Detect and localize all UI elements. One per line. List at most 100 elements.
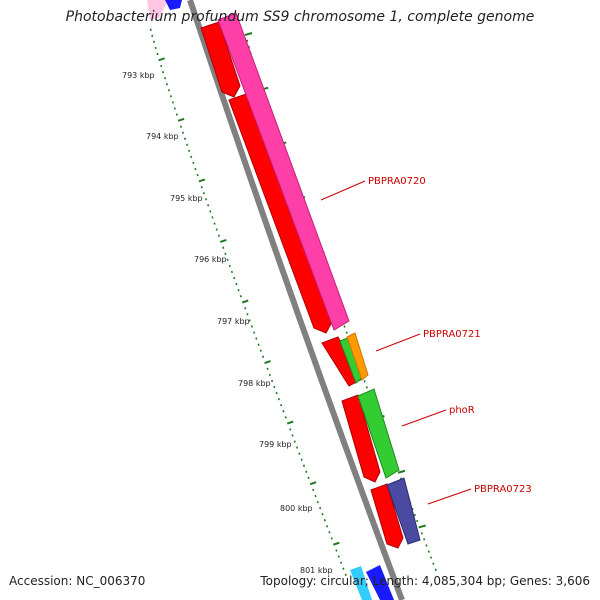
tick-label-794: 794 kbp — [146, 132, 179, 141]
minor-tick — [209, 210, 212, 213]
minor-tick — [165, 83, 169, 86]
minor-tick — [271, 379, 274, 383]
gene-red-1 — [200, 21, 241, 98]
tick-label-795: 795 kbp — [170, 194, 203, 203]
minor-tick — [277, 397, 280, 401]
outer-major-tick — [397, 469, 406, 474]
major-tick — [158, 57, 165, 62]
minor-tick — [204, 198, 208, 201]
minor-tick — [183, 137, 187, 140]
minor-tick — [280, 403, 283, 407]
minor-tick — [188, 149, 191, 153]
minor-tick — [186, 143, 189, 147]
outer-minor-tick — [427, 550, 430, 553]
minor-tick — [255, 337, 258, 340]
minor-tick — [282, 410, 285, 413]
outer-minor-tick — [420, 532, 423, 535]
minor-tick — [250, 325, 253, 328]
outer-minor-tick — [434, 568, 437, 571]
tick-label-798: 798 kbp — [238, 379, 271, 388]
minor-tick — [169, 95, 172, 98]
minor-tick — [321, 512, 324, 516]
minor-tick — [237, 288, 240, 292]
gene-pink-fade — [147, 0, 168, 20]
minor-tick — [300, 458, 303, 461]
minor-tick — [207, 204, 210, 207]
minor-tick — [314, 494, 317, 498]
minor-tick — [163, 76, 167, 80]
gene-red-5 — [370, 483, 404, 549]
minor-tick — [268, 373, 271, 377]
callout-line-phor — [401, 409, 447, 427]
minor-tick — [233, 276, 236, 280]
outer-minor-tick — [425, 544, 428, 547]
gene-blue-bottom — [366, 565, 394, 600]
minor-tick — [316, 500, 319, 504]
major-tick — [333, 541, 340, 546]
minor-tick — [179, 125, 183, 128]
gene-green-2 — [357, 388, 400, 479]
minor-tick — [152, 40, 156, 44]
gene-blue-top — [165, 0, 182, 10]
genome-summary: Topology: circular; Length: 4,085,304 bp… — [260, 574, 590, 588]
minor-tick — [230, 270, 234, 274]
major-tick — [309, 481, 317, 486]
minor-tick — [298, 452, 301, 455]
minor-tick — [160, 64, 163, 68]
minor-tick — [342, 567, 345, 570]
minor-tick — [289, 428, 292, 431]
outer-major-tick — [244, 32, 253, 36]
minor-tick — [307, 476, 310, 480]
minor-tick — [196, 173, 199, 177]
minor-tick — [224, 252, 227, 256]
minor-tick — [253, 331, 256, 334]
minor-tick — [149, 28, 152, 31]
major-tick — [241, 299, 249, 304]
minor-tick — [244, 307, 247, 310]
gene-red-4 — [341, 394, 381, 483]
callout-line-pbpra0720 — [320, 180, 366, 201]
outer-minor-tick — [365, 386, 368, 389]
minor-tick — [213, 222, 216, 225]
outer-minor-tick — [432, 562, 435, 565]
gene-label-pbpra0720: PBPRA0720 — [368, 176, 426, 187]
minor-tick — [296, 446, 299, 449]
outer-minor-tick — [399, 477, 403, 480]
tick-label-800: 800 kbp — [280, 504, 313, 513]
minor-tick — [215, 228, 218, 231]
minor-tick — [293, 440, 296, 443]
scale-ticks — [149, 28, 347, 576]
minor-tick — [259, 349, 262, 352]
minor-tick — [154, 46, 157, 50]
minor-tick — [312, 488, 315, 492]
gene-navy-1 — [386, 477, 421, 545]
minor-tick — [162, 70, 165, 74]
major-tick — [264, 360, 271, 365]
gene-pink-top — [217, 12, 350, 331]
gene-cyan-bottom — [350, 566, 372, 600]
outer-minor-tick — [423, 538, 426, 541]
minor-tick — [175, 113, 178, 116]
minor-tick — [340, 561, 343, 564]
gene-label-pbpra0721: PBPRA0721 — [423, 329, 481, 340]
tick-label-796: 796 kbp — [194, 255, 227, 264]
gene-red-2 — [228, 93, 333, 334]
minor-tick — [344, 573, 347, 576]
minor-tick — [337, 555, 340, 558]
major-tick — [198, 178, 206, 183]
outer-major-tick — [418, 524, 427, 529]
minor-tick — [228, 264, 231, 268]
outer-minor-tick — [413, 513, 416, 517]
minor-tick — [181, 131, 185, 134]
major-tick — [177, 117, 185, 122]
minor-tick — [326, 525, 329, 528]
outer-minor-tick — [363, 380, 366, 383]
minor-tick — [323, 519, 326, 522]
minor-tick — [273, 385, 276, 389]
major-tick — [219, 238, 227, 243]
minor-tick — [156, 52, 159, 56]
minor-tick — [257, 343, 260, 346]
minor-tick — [330, 537, 333, 540]
minor-tick — [173, 107, 176, 110]
